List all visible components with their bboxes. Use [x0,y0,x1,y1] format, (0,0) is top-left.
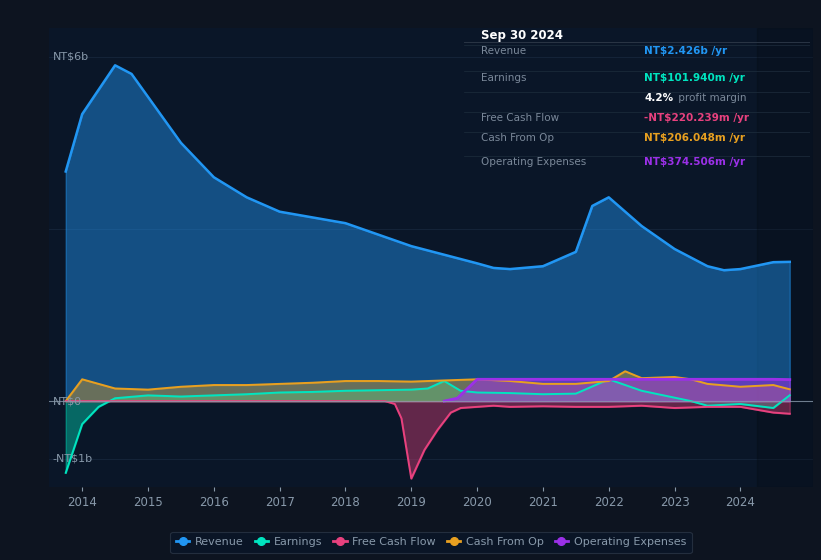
Text: profit margin: profit margin [675,93,747,103]
Text: NT$0: NT$0 [53,396,81,406]
Text: Revenue: Revenue [481,46,526,56]
Text: Cash From Op: Cash From Op [481,133,554,143]
Legend: Revenue, Earnings, Free Cash Flow, Cash From Op, Operating Expenses: Revenue, Earnings, Free Cash Flow, Cash … [171,531,691,553]
Bar [757,28,813,487]
Text: 4.2%: 4.2% [644,93,673,103]
Text: NT$206.048m /yr: NT$206.048m /yr [644,133,745,143]
Text: Sep 30 2024: Sep 30 2024 [481,29,563,42]
Text: -NT$1b: -NT$1b [53,454,93,464]
Text: -NT$220.239m /yr: -NT$220.239m /yr [644,113,749,123]
Text: NT$6b: NT$6b [53,52,89,62]
Text: NT$2.426b /yr: NT$2.426b /yr [644,46,727,56]
Text: Free Cash Flow: Free Cash Flow [481,113,559,123]
Text: Earnings: Earnings [481,73,527,82]
Text: Operating Expenses: Operating Expenses [481,157,586,167]
Text: NT$374.506m /yr: NT$374.506m /yr [644,157,745,167]
Text: NT$101.940m /yr: NT$101.940m /yr [644,73,745,82]
